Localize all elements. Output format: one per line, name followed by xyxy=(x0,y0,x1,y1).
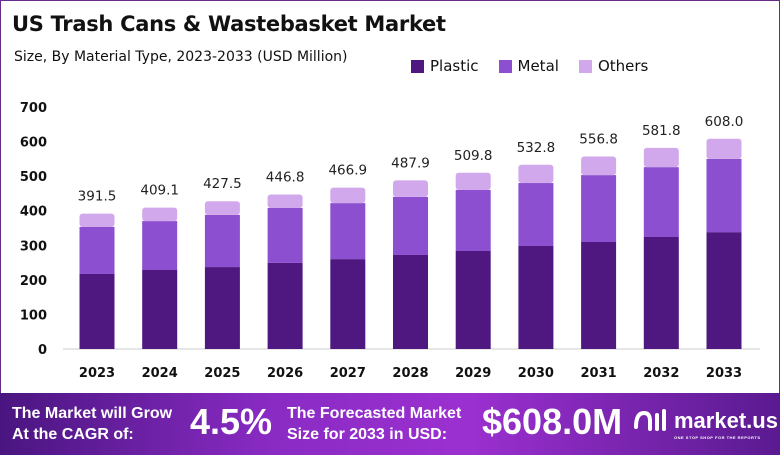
data-label: 446.8 xyxy=(266,170,305,186)
data-label: 509.8 xyxy=(454,148,493,164)
y-tick-label: 100 xyxy=(20,308,47,323)
bar-segment-plastic xyxy=(393,254,428,349)
x-tick-label: 2024 xyxy=(142,366,178,381)
forecast-label: The Forecasted Market Size for 2033 in US… xyxy=(287,403,461,445)
y-tick-label: 200 xyxy=(20,274,47,289)
bar-segment-plastic xyxy=(204,267,240,349)
logo-icon xyxy=(634,409,666,431)
x-tick-label: 2029 xyxy=(455,366,491,381)
y-tick-label: 400 xyxy=(20,205,47,220)
bar-segment-others xyxy=(142,207,178,222)
bar-segment-metal xyxy=(142,221,178,271)
legend-item-others: Others xyxy=(578,57,649,75)
bar-segment-others xyxy=(581,156,617,176)
bar-chart: 0 100 200 300 400 500 600 700 391.5 2023 409.1 2024… xyxy=(20,101,760,381)
bar-segment-plastic xyxy=(79,273,115,349)
data-label: 466.9 xyxy=(328,163,367,179)
bar-segment-others xyxy=(393,180,428,197)
bar-segment-others xyxy=(643,147,679,168)
legend-swatch xyxy=(411,59,424,73)
x-tick-label: 2033 xyxy=(706,366,742,381)
x-tick-label: 2026 xyxy=(267,366,303,381)
x-tick-label: 2023 xyxy=(79,366,115,381)
bar-segment-metal xyxy=(455,189,491,251)
bar-segment-metal xyxy=(706,158,742,233)
data-label: 581.8 xyxy=(642,123,681,139)
bar-segment-metal xyxy=(518,183,554,246)
data-label: 391.5 xyxy=(78,189,117,205)
cagr-label-line: The Market will Grow xyxy=(12,405,173,422)
forecast-value: $608.0M xyxy=(482,401,623,442)
y-tick-label: 300 xyxy=(20,239,47,254)
bar-segment-others xyxy=(267,194,303,208)
bar-segment-metal xyxy=(79,226,115,274)
bar-segment-plastic xyxy=(643,236,679,349)
bar-segment-plastic xyxy=(455,250,491,349)
bar-segment-others xyxy=(518,164,554,184)
bar-segment-plastic xyxy=(518,245,554,349)
bar-segment-others xyxy=(79,213,115,227)
forecast-label-line: Size for 2033 in USD: xyxy=(287,426,448,443)
data-label: 532.8 xyxy=(517,140,556,156)
market-us-logo: market.us ONE STOP SHOP FOR THE REPORTS xyxy=(632,407,778,440)
legend: Plastic Metal Others xyxy=(411,57,648,75)
legend-swatch xyxy=(498,59,512,73)
bar-segment-others xyxy=(706,138,742,159)
forecast-label-line: The Forecasted Market xyxy=(287,405,462,422)
bar-segment-metal xyxy=(267,207,303,263)
logo-name: market.us xyxy=(674,408,778,433)
bar-segment-metal xyxy=(330,203,366,260)
data-label: 409.1 xyxy=(140,183,179,199)
bar-segment-metal xyxy=(393,196,428,255)
bar-segment-plastic xyxy=(142,270,178,349)
x-tick-label: 2028 xyxy=(392,366,428,381)
legend-swatch xyxy=(578,59,592,73)
legend-label: Plastic xyxy=(430,57,479,75)
bar-segment-plastic xyxy=(267,262,303,349)
data-label: 608.0 xyxy=(705,114,744,130)
legend-item-metal: Metal xyxy=(498,57,559,75)
bar-segment-metal xyxy=(643,167,679,237)
cagr-label: The Market will Grow At the CAGR of: xyxy=(12,403,172,445)
legend-item-plastic: Plastic xyxy=(411,57,479,75)
bar-segment-others xyxy=(330,187,366,204)
cagr-label-line: At the CAGR of: xyxy=(12,426,134,443)
bar-segment-metal xyxy=(581,175,617,243)
bar-segment-plastic xyxy=(330,259,366,349)
legend-label: Metal xyxy=(517,57,559,75)
bar-segment-others xyxy=(455,172,491,190)
legend-label: Others xyxy=(597,57,649,75)
bar-segment-metal xyxy=(204,214,240,268)
cagr-value: 4.5% xyxy=(190,401,273,442)
data-label: 556.8 xyxy=(579,132,618,148)
x-tick-label: 2032 xyxy=(643,366,679,381)
x-tick-label: 2031 xyxy=(581,366,617,381)
y-tick-label: 600 xyxy=(20,136,47,151)
bar-segment-plastic xyxy=(706,232,742,349)
y-tick-label: 500 xyxy=(20,170,47,185)
summary-banner: The Market will Grow At the CAGR of: 4.5%… xyxy=(0,393,780,455)
x-tick-label: 2030 xyxy=(518,366,554,381)
bar-segment-plastic xyxy=(581,242,617,349)
x-tick-label: 2027 xyxy=(330,366,366,381)
data-label: 487.9 xyxy=(391,155,430,171)
logo-tagline: ONE STOP SHOP FOR THE REPORTS xyxy=(674,435,761,440)
y-tick-label: 0 xyxy=(38,343,47,358)
chart-subtitle: Size, By Material Type, 2023-2033 (USD M… xyxy=(14,49,348,65)
x-tick-label: 2025 xyxy=(204,366,240,381)
page-title: US Trash Cans & Wastebasket Market xyxy=(12,12,446,36)
y-tick-label: 700 xyxy=(20,101,47,116)
data-label: 427.5 xyxy=(203,176,242,192)
bar-segment-others xyxy=(204,201,240,215)
